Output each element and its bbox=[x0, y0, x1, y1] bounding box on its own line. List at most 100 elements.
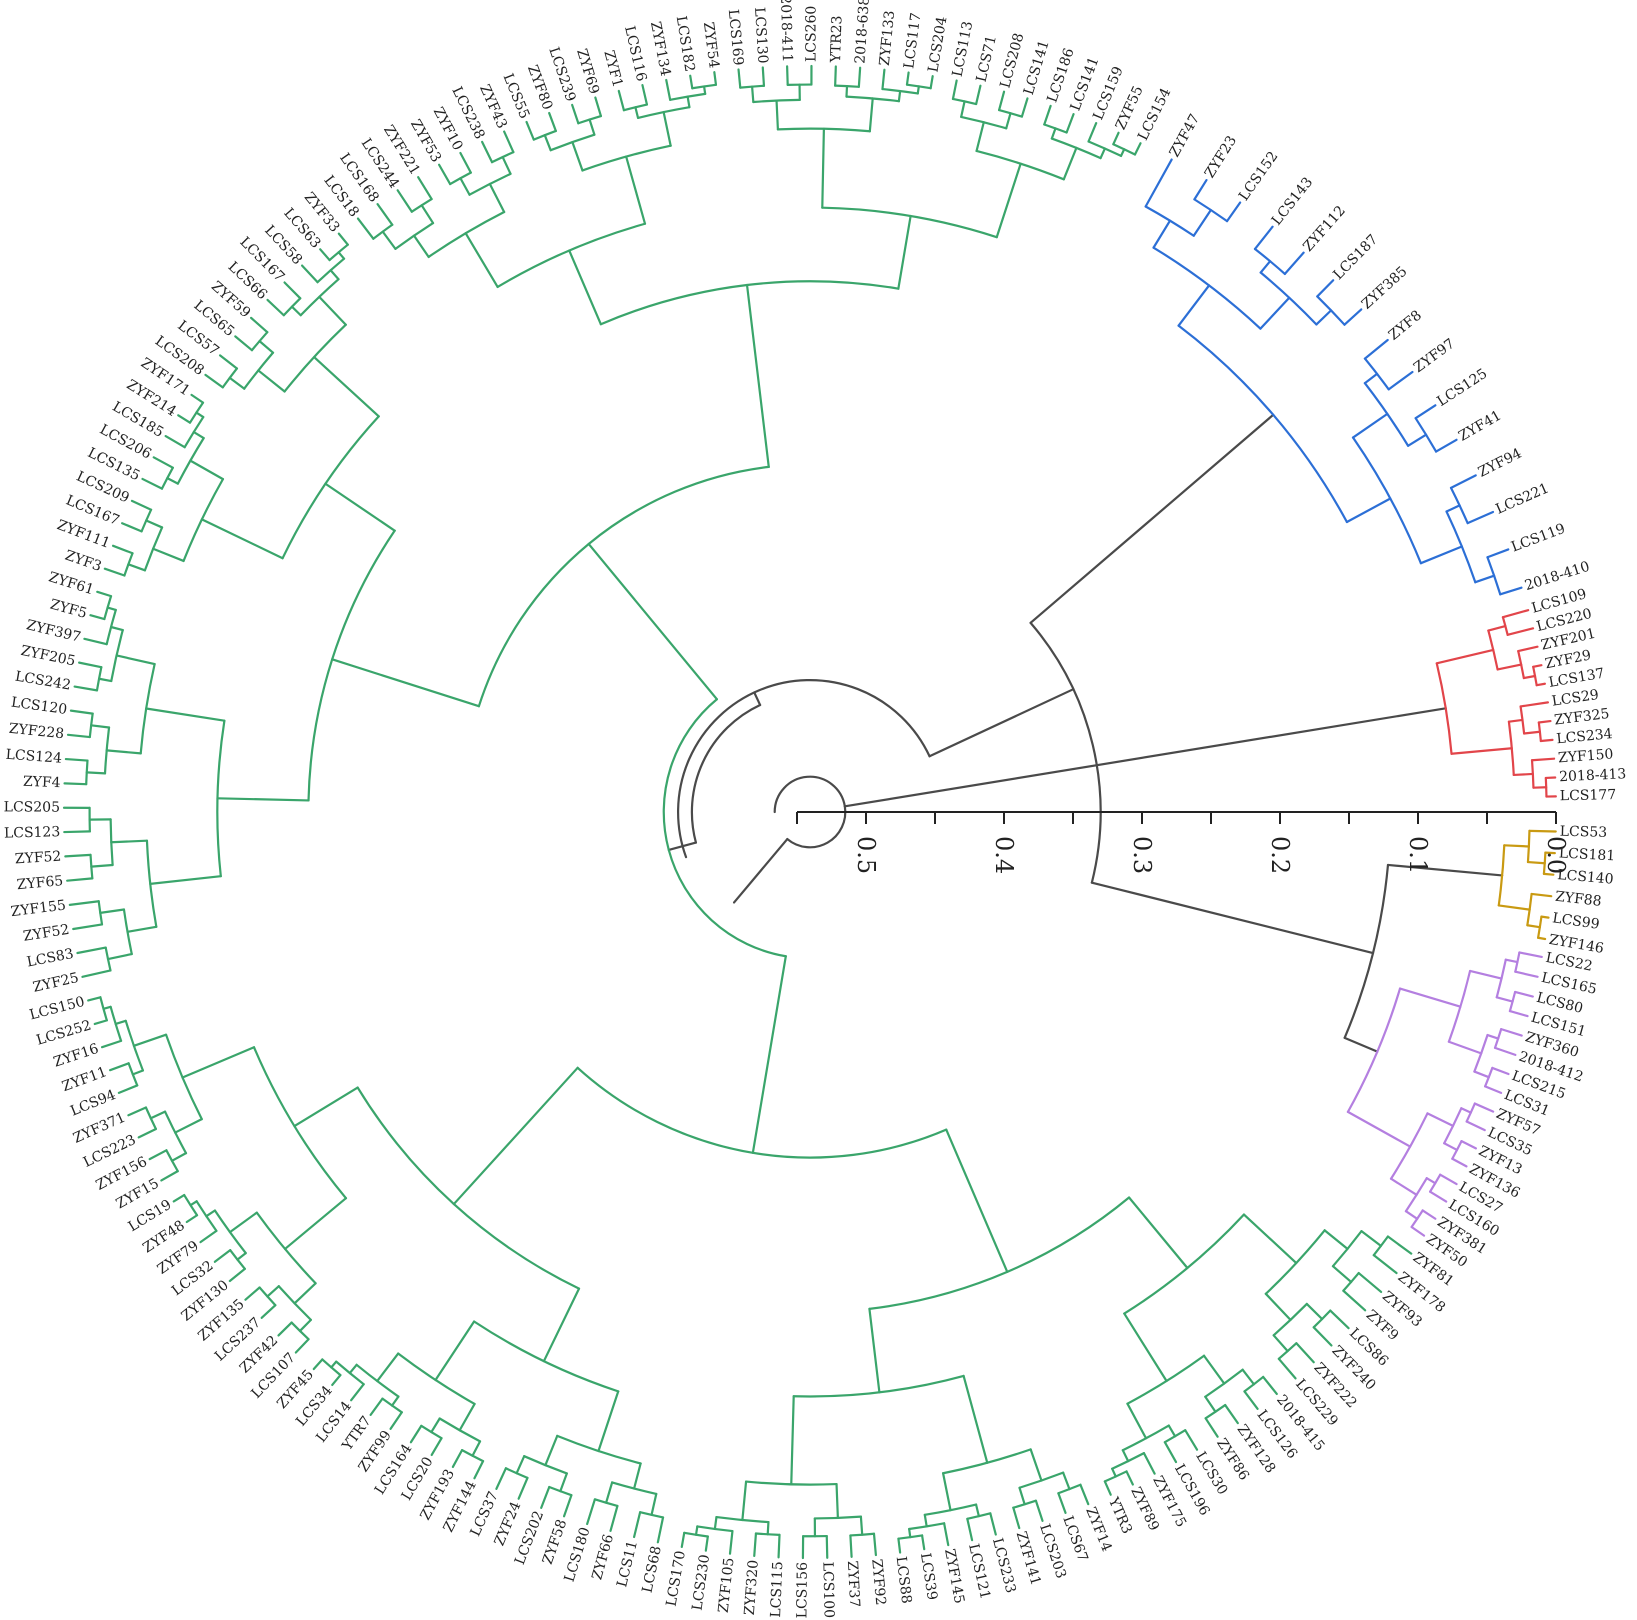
leaf-label: ZYF5 bbox=[48, 597, 88, 622]
branch-radial bbox=[1103, 1480, 1112, 1496]
branch-radial bbox=[1372, 1254, 1398, 1275]
branch-radial bbox=[437, 163, 452, 186]
branch-radial bbox=[1526, 924, 1541, 929]
leaf-label: ZYF145 bbox=[941, 1548, 967, 1605]
branch-radial bbox=[1486, 548, 1510, 559]
branch-radial bbox=[1123, 1312, 1168, 1383]
branch-radial bbox=[1018, 1486, 1026, 1506]
branch-radial bbox=[1451, 1157, 1468, 1168]
leaf-label: LCS221 bbox=[1493, 480, 1551, 517]
branch-radial bbox=[1542, 872, 1555, 876]
branch-radial bbox=[761, 66, 766, 87]
branch-radial bbox=[112, 544, 134, 555]
branch-radial bbox=[228, 1211, 258, 1234]
branch-radial bbox=[1351, 412, 1389, 439]
branch-radial bbox=[650, 1492, 658, 1516]
branch-radial bbox=[594, 96, 603, 118]
branch-radial bbox=[633, 1511, 642, 1539]
leaf-label: ZYF47 bbox=[1167, 111, 1204, 159]
leaf-label: ZYF88 bbox=[1554, 889, 1602, 910]
branch-radial bbox=[989, 1512, 997, 1536]
branch-radial bbox=[544, 1434, 559, 1467]
backbone-arc bbox=[773, 775, 846, 814]
leaf-label: ZYF52 bbox=[22, 922, 70, 945]
branch-radial bbox=[872, 1532, 877, 1557]
branch-radial bbox=[257, 369, 286, 393]
branch-radial bbox=[1421, 1209, 1437, 1220]
branch-radial bbox=[1087, 121, 1098, 143]
branch-radial bbox=[1065, 113, 1075, 134]
branch-radial bbox=[131, 1069, 145, 1076]
branch-radial bbox=[190, 393, 205, 404]
branch-radial bbox=[1253, 225, 1274, 251]
branch-radial bbox=[78, 661, 103, 669]
leaf-label: ZYF134 bbox=[647, 20, 673, 78]
branch-radial bbox=[369, 1397, 384, 1416]
branch-arc bbox=[1346, 987, 1402, 1113]
branch-radial bbox=[331, 1374, 342, 1387]
leaf-label: LCS242 bbox=[14, 669, 72, 694]
branch-radial bbox=[473, 1460, 485, 1480]
leaf-label: LCS53 bbox=[1560, 824, 1608, 841]
leaf-label: LCS130 bbox=[751, 7, 771, 64]
branch-radial bbox=[1062, 1471, 1071, 1491]
branch-radial bbox=[1127, 1196, 1189, 1270]
branch-radial bbox=[704, 1535, 709, 1552]
clade-gold bbox=[1497, 829, 1557, 941]
scale-tick-label: 0.3 bbox=[1128, 836, 1156, 874]
backbone-radial bbox=[753, 691, 762, 707]
branch-radial bbox=[1506, 627, 1535, 636]
branch-radial bbox=[389, 1411, 403, 1430]
branch-radial bbox=[1057, 1492, 1067, 1514]
branch-radial bbox=[72, 923, 104, 931]
branch-radial bbox=[1450, 747, 1513, 755]
leaf-label: ZYF133 bbox=[877, 10, 898, 67]
scale-tick-label: 0.2 bbox=[1266, 836, 1294, 874]
branch-radial bbox=[145, 707, 226, 722]
branch-radial bbox=[117, 1084, 139, 1094]
leaf-label: LCS99 bbox=[1551, 910, 1600, 933]
branch-radial bbox=[301, 264, 319, 284]
branch-radial bbox=[1177, 284, 1211, 327]
branch-radial bbox=[172, 1193, 186, 1203]
branch-radial bbox=[1473, 1102, 1495, 1113]
leaf-label: ZYF92 bbox=[868, 1558, 888, 1606]
branch-radial bbox=[881, 68, 886, 91]
branch-radial bbox=[559, 1472, 568, 1493]
branch-radial bbox=[1507, 718, 1524, 723]
branch-radial bbox=[250, 316, 269, 334]
leaf-label: ZYF141 bbox=[1013, 1530, 1044, 1588]
branch-radial bbox=[90, 724, 111, 729]
branch-radial bbox=[337, 232, 349, 246]
clade-purple bbox=[1346, 951, 1543, 1237]
branch-radial bbox=[1473, 1070, 1490, 1079]
branch-radial bbox=[324, 482, 396, 532]
branch-radial bbox=[1537, 936, 1547, 941]
branch-radial bbox=[1386, 1235, 1413, 1255]
branch-radial bbox=[170, 1152, 188, 1162]
leaf-label: ZYF8 bbox=[1386, 307, 1425, 343]
branch-radial bbox=[586, 1498, 596, 1526]
branch-radial bbox=[1272, 1334, 1289, 1353]
branch-radial bbox=[293, 1282, 317, 1305]
branch-radial bbox=[69, 709, 94, 715]
branch-radial bbox=[633, 1462, 642, 1490]
branch-radial bbox=[859, 1515, 864, 1536]
leaf-label: LCS125 bbox=[1434, 366, 1490, 410]
branch-radial bbox=[1242, 1213, 1298, 1265]
branch-radial bbox=[1329, 1309, 1350, 1330]
branch-radial bbox=[905, 71, 910, 86]
branch-radial bbox=[1460, 1140, 1477, 1150]
branch-radial bbox=[1503, 844, 1530, 848]
branch-radial bbox=[609, 1504, 619, 1532]
branch-radial bbox=[1443, 1142, 1459, 1152]
branch-radial bbox=[1449, 474, 1477, 489]
branch-radial bbox=[1508, 1010, 1529, 1018]
leaf-label: ZYF1 bbox=[600, 49, 625, 89]
leaf-label: ZYF61 bbox=[47, 569, 96, 598]
branch-radial bbox=[1119, 148, 1126, 158]
branch-arc bbox=[576, 1066, 948, 1159]
branch-radial bbox=[76, 946, 107, 955]
branch-radial bbox=[960, 100, 966, 119]
branch-radial bbox=[1029, 1448, 1043, 1482]
